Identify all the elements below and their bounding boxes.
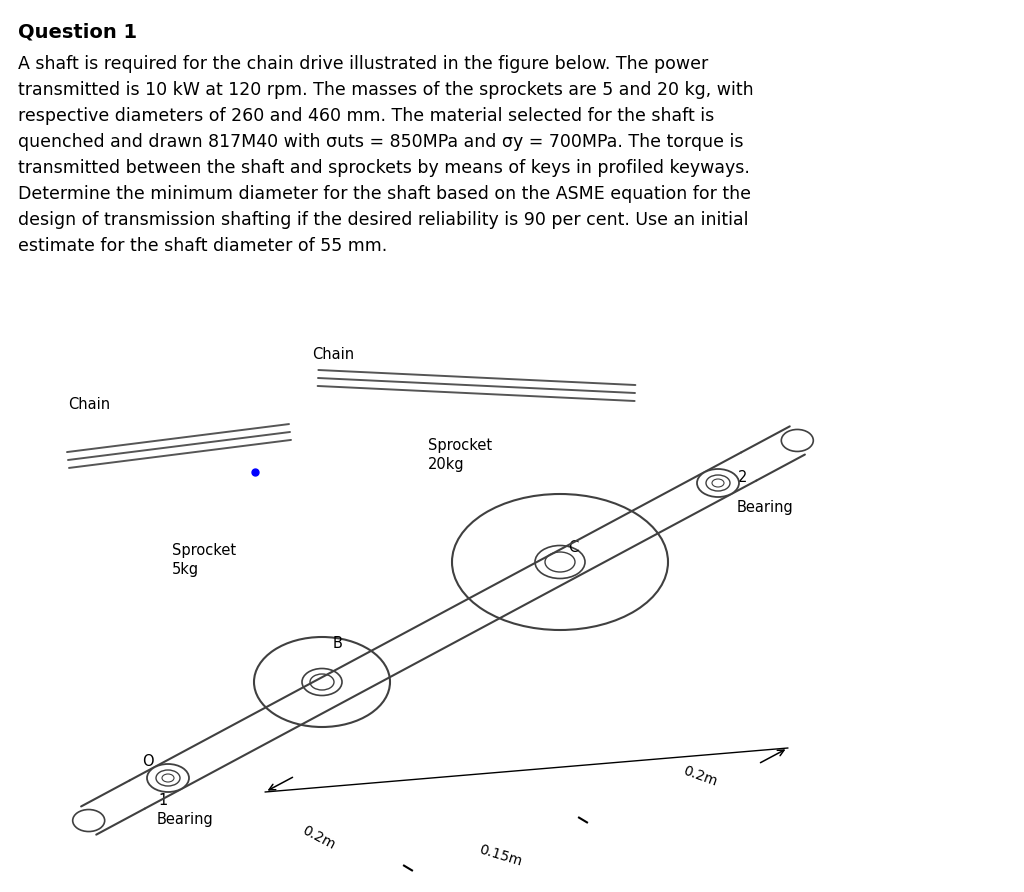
Text: Chain: Chain bbox=[312, 347, 354, 362]
Ellipse shape bbox=[162, 774, 174, 782]
Text: O: O bbox=[142, 755, 154, 770]
Text: 2: 2 bbox=[738, 469, 748, 484]
Ellipse shape bbox=[254, 637, 390, 727]
Ellipse shape bbox=[535, 546, 585, 579]
Text: 0.2m: 0.2m bbox=[300, 823, 337, 853]
Ellipse shape bbox=[712, 479, 724, 487]
Text: Sprocket
20kg: Sprocket 20kg bbox=[428, 438, 493, 472]
Text: design of transmission shafting if the desired reliability is 90 per cent. Use a: design of transmission shafting if the d… bbox=[18, 211, 749, 229]
Ellipse shape bbox=[697, 469, 739, 497]
Text: estimate for the shaft diameter of 55 mm.: estimate for the shaft diameter of 55 mm… bbox=[18, 237, 387, 255]
Ellipse shape bbox=[73, 810, 104, 831]
Text: Determine the minimum diameter for the shaft based on the ASME equation for the: Determine the minimum diameter for the s… bbox=[18, 185, 751, 203]
Text: 1: 1 bbox=[159, 793, 168, 808]
Text: B: B bbox=[333, 635, 343, 650]
Ellipse shape bbox=[147, 764, 189, 792]
Text: Question 1: Question 1 bbox=[18, 22, 137, 41]
Ellipse shape bbox=[706, 475, 730, 491]
Ellipse shape bbox=[302, 668, 342, 696]
Text: quenched and drawn 817M40 with σuts = 850MPa and σy = 700MPa. The torque is: quenched and drawn 817M40 with σuts = 85… bbox=[18, 133, 743, 151]
Text: transmitted is 10 kW at 120 rpm. The masses of the sprockets are 5 and 20 kg, wi: transmitted is 10 kW at 120 rpm. The mas… bbox=[18, 81, 754, 99]
Text: transmitted between the shaft and sprockets by means of keys in profiled keyways: transmitted between the shaft and sprock… bbox=[18, 159, 750, 177]
Ellipse shape bbox=[452, 494, 668, 630]
Text: Sprocket
5kg: Sprocket 5kg bbox=[172, 543, 237, 576]
Ellipse shape bbox=[310, 674, 334, 690]
Ellipse shape bbox=[545, 552, 575, 572]
Text: Bearing: Bearing bbox=[737, 500, 794, 515]
Text: respective diameters of 260 and 460 mm. The material selected for the shaft is: respective diameters of 260 and 460 mm. … bbox=[18, 107, 715, 125]
Text: Chain: Chain bbox=[68, 397, 111, 412]
Ellipse shape bbox=[156, 770, 180, 786]
Text: Bearing: Bearing bbox=[157, 812, 214, 827]
Ellipse shape bbox=[781, 429, 813, 451]
Text: C: C bbox=[568, 540, 579, 555]
Text: 0.2m: 0.2m bbox=[682, 764, 720, 789]
Text: 0.15m: 0.15m bbox=[477, 843, 523, 869]
Text: A shaft is required for the chain drive illustrated in the figure below. The pow: A shaft is required for the chain drive … bbox=[18, 55, 709, 73]
